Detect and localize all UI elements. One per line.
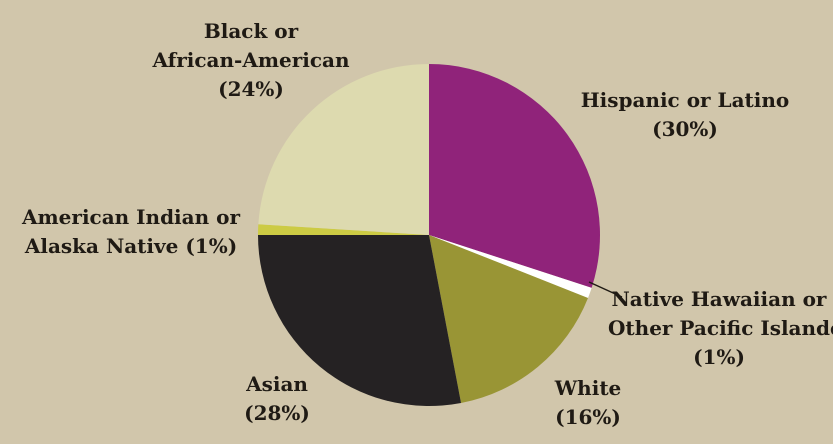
- label-native-hawaiian: Native Hawaiian or Other Pacific Islande…: [608, 285, 830, 372]
- label-american-indian: American Indian or Alaska Native (1%): [18, 203, 244, 261]
- label-black-line-3: (24%): [148, 75, 354, 104]
- label-american-indian-line-1: American Indian or: [18, 203, 244, 232]
- label-american-indian-line-2: Alaska Native (1%): [18, 232, 244, 261]
- pie-slices: [258, 64, 600, 406]
- label-hispanic-line-2: (30%): [575, 115, 795, 144]
- label-native-hawaiian-line-3: (1%): [608, 343, 830, 372]
- label-hispanic-line-1: Hispanic or Latino: [575, 86, 795, 115]
- label-black: Black or African-American (24%): [148, 17, 354, 104]
- label-asian-line-2: (28%): [222, 399, 332, 428]
- label-asian-line-1: Asian: [222, 370, 332, 399]
- label-black-line-1: Black or: [148, 17, 354, 46]
- label-white: White (16%): [533, 374, 643, 432]
- label-black-line-2: African-American: [148, 46, 354, 75]
- label-white-line-1: White: [533, 374, 643, 403]
- label-native-hawaiian-line-1: Native Hawaiian or: [608, 285, 830, 314]
- label-native-hawaiian-line-2: Other Pacific Islander: [608, 314, 830, 343]
- label-hispanic: Hispanic or Latino (30%): [575, 86, 795, 144]
- label-white-line-2: (16%): [533, 403, 643, 432]
- label-asian: Asian (28%): [222, 370, 332, 428]
